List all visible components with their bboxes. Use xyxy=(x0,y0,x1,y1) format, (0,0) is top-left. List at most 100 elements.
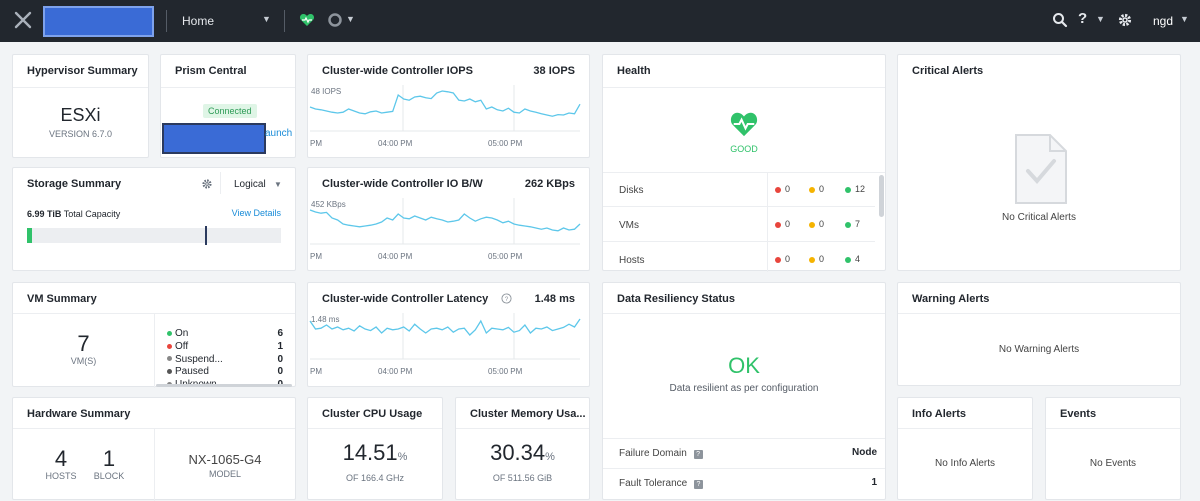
vm-state-label: On xyxy=(167,328,188,341)
health-count-yellow[interactable]: 0 xyxy=(809,254,824,264)
x-tick-label: PM xyxy=(310,252,322,261)
x-tick-label: PM xyxy=(310,139,322,148)
divider xyxy=(898,313,1180,314)
storage-used-fill xyxy=(27,228,33,243)
storage-view-dropdown[interactable]: Logical xyxy=(234,179,266,190)
chevron-down-icon[interactable]: ▼ xyxy=(346,14,355,24)
count-value: 0 xyxy=(785,254,791,264)
user-menu[interactable]: ngd xyxy=(1153,14,1174,28)
x-tick-label: PM xyxy=(310,367,322,376)
latency-chart-card[interactable]: Cluster-wide Controller Latency ? 1.48 m… xyxy=(307,282,590,387)
card-title: Hypervisor Summary xyxy=(27,65,138,77)
failure-domain-value: Node xyxy=(852,447,877,458)
chevron-down-icon[interactable]: ▼ xyxy=(262,14,271,24)
empty-message: No Info Alerts xyxy=(934,458,996,469)
divider xyxy=(154,428,155,501)
help-icon[interactable]: ? xyxy=(1078,10,1088,27)
hardware-model-label: MODEL xyxy=(208,469,241,479)
vm-state-count: 6 xyxy=(277,328,283,339)
x-tick-label: 04:00 PM xyxy=(378,252,413,261)
current-latency: 1.48 ms xyxy=(534,293,575,305)
help-icon[interactable]: ? xyxy=(693,450,703,459)
help-icon[interactable]: ? xyxy=(693,480,703,489)
chart-series-line xyxy=(309,318,581,336)
health-count-green[interactable]: 7 xyxy=(845,219,860,229)
prism-central-card[interactable]: Prism Central Connected aunch xyxy=(160,54,296,158)
count-value: 0 xyxy=(819,219,825,229)
vm-count-label: VM(S) xyxy=(70,356,97,366)
health-count-yellow[interactable]: 0 xyxy=(809,184,824,194)
divider xyxy=(767,172,768,207)
health-count-green[interactable]: 12 xyxy=(845,184,865,194)
cpu-usage-card[interactable]: Cluster CPU Usage 14.51% OF 166.4 GHz xyxy=(307,397,443,500)
iops-chart-card[interactable]: Cluster-wide Controller IOPS 38 IOPS PM 0… xyxy=(307,54,590,158)
cpu-usage-value: 14.51% xyxy=(308,440,442,466)
gear-icon[interactable] xyxy=(1117,12,1133,28)
health-row[interactable]: Hosts 0 0 4 xyxy=(603,242,875,272)
divider xyxy=(166,10,167,32)
health-count-red[interactable]: 0 xyxy=(775,219,790,229)
status-dot-icon xyxy=(775,186,781,193)
info-circle-icon[interactable]: ? xyxy=(501,293,512,304)
iops-sparkline[interactable]: PM 04:00 PM 05:00 PM xyxy=(308,55,591,159)
view-details-link[interactable]: View Details xyxy=(231,208,281,218)
vm-summary-card[interactable]: VM Summary 7 VM(S) On 6 Off 1 Suspend... 0 Pau… xyxy=(12,282,296,390)
card-title: Cluster CPU Usage xyxy=(322,408,423,420)
health-count-red[interactable]: 0 xyxy=(775,184,790,194)
latency-sparkline[interactable]: PM 04:00 PM 05:00 PM xyxy=(308,283,591,388)
chevron-down-icon[interactable]: ▼ xyxy=(1096,14,1105,24)
info-alerts-card[interactable]: Info Alerts No Info Alerts xyxy=(897,397,1033,500)
nutanix-logo-icon[interactable] xyxy=(14,11,32,29)
count-value: 12 xyxy=(855,184,866,194)
chevron-down-icon[interactable]: ▼ xyxy=(274,180,282,189)
health-row[interactable]: VMs 0 0 7 xyxy=(603,207,875,242)
health-heart-icon[interactable] xyxy=(299,12,315,28)
settings-gear-icon[interactable] xyxy=(201,178,213,190)
health-card[interactable]: Health GOOD Disks 0 0 12 VMs 0 0 7 Hosts 0 0 4 xyxy=(602,54,886,272)
hardware-model: NX-1065-G4 xyxy=(188,452,262,467)
critical-alerts-card[interactable]: Critical Alerts No Critical Alerts xyxy=(897,54,1181,271)
vertical-scrollbar[interactable] xyxy=(879,175,884,217)
warning-alerts-card[interactable]: Warning Alerts No Warning Alerts xyxy=(897,282,1181,386)
vm-state-row: Off 1 xyxy=(167,341,283,354)
divider xyxy=(220,172,221,194)
memory-usage-value: 30.34% xyxy=(456,440,589,466)
status-circle-icon[interactable] xyxy=(327,12,343,28)
memory-usage-card[interactable]: Cluster Memory Usa... 30.34% OF 511.56 G… xyxy=(455,397,590,500)
card-title: Warning Alerts xyxy=(912,293,990,305)
peak-label: 452 KBps xyxy=(311,200,346,209)
vm-state-count: 0 xyxy=(277,353,283,365)
health-status: GOOD xyxy=(730,144,758,154)
health-count-red[interactable]: 0 xyxy=(775,254,790,264)
cluster-name-redacted xyxy=(43,6,154,37)
divider xyxy=(603,87,885,88)
health-count-yellow[interactable]: 0 xyxy=(809,219,824,229)
chevron-down-icon[interactable]: ▼ xyxy=(1180,14,1189,24)
data-resiliency-card[interactable]: Data Resiliency Status OK Data resilient… xyxy=(602,282,886,500)
svg-text:?: ? xyxy=(505,296,509,303)
divider xyxy=(308,428,442,429)
health-count-green[interactable]: 4 xyxy=(845,254,860,264)
home-menu[interactable]: Home xyxy=(182,14,215,28)
health-row[interactable]: Disks 0 0 12 xyxy=(603,172,875,207)
horizontal-scrollbar[interactable] xyxy=(156,384,292,387)
hardware-summary-card[interactable]: Hardware Summary 4 HOSTS 1 BLOCK NX-1065… xyxy=(12,397,296,501)
card-title: Events xyxy=(1060,408,1097,420)
io-bandwidth-sparkline[interactable]: PM 04:00 PM 05:00 PM xyxy=(308,168,591,272)
top-navigation-bar: Home ▼ ▼ ? ▼ ngd ▼ xyxy=(0,0,1200,42)
resiliency-status: OK xyxy=(728,353,760,378)
storage-summary-card[interactable]: Storage Summary Logical ▼ 6.99 TiB Total… xyxy=(12,167,296,271)
memory-percent: 30.34 xyxy=(490,440,546,465)
events-card[interactable]: Events No Events xyxy=(1045,397,1181,500)
percent-unit: % xyxy=(397,451,408,463)
vm-state-count: 0 xyxy=(277,366,283,378)
io-bandwidth-chart-card[interactable]: Cluster-wide Controller IO B/W 262 KBps … xyxy=(307,167,590,271)
card-title: Cluster-wide Controller Latency xyxy=(322,293,489,305)
count-value: 0 xyxy=(785,219,791,229)
percent-unit: % xyxy=(545,451,555,463)
storage-threshold-marker xyxy=(204,226,207,245)
status-dot-icon xyxy=(167,343,172,349)
search-icon[interactable] xyxy=(1052,12,1068,28)
launch-link[interactable]: aunch xyxy=(265,128,293,139)
hypervisor-summary-card[interactable]: Hypervisor Summary ESXi VERSION 6.7.0 xyxy=(12,54,149,158)
